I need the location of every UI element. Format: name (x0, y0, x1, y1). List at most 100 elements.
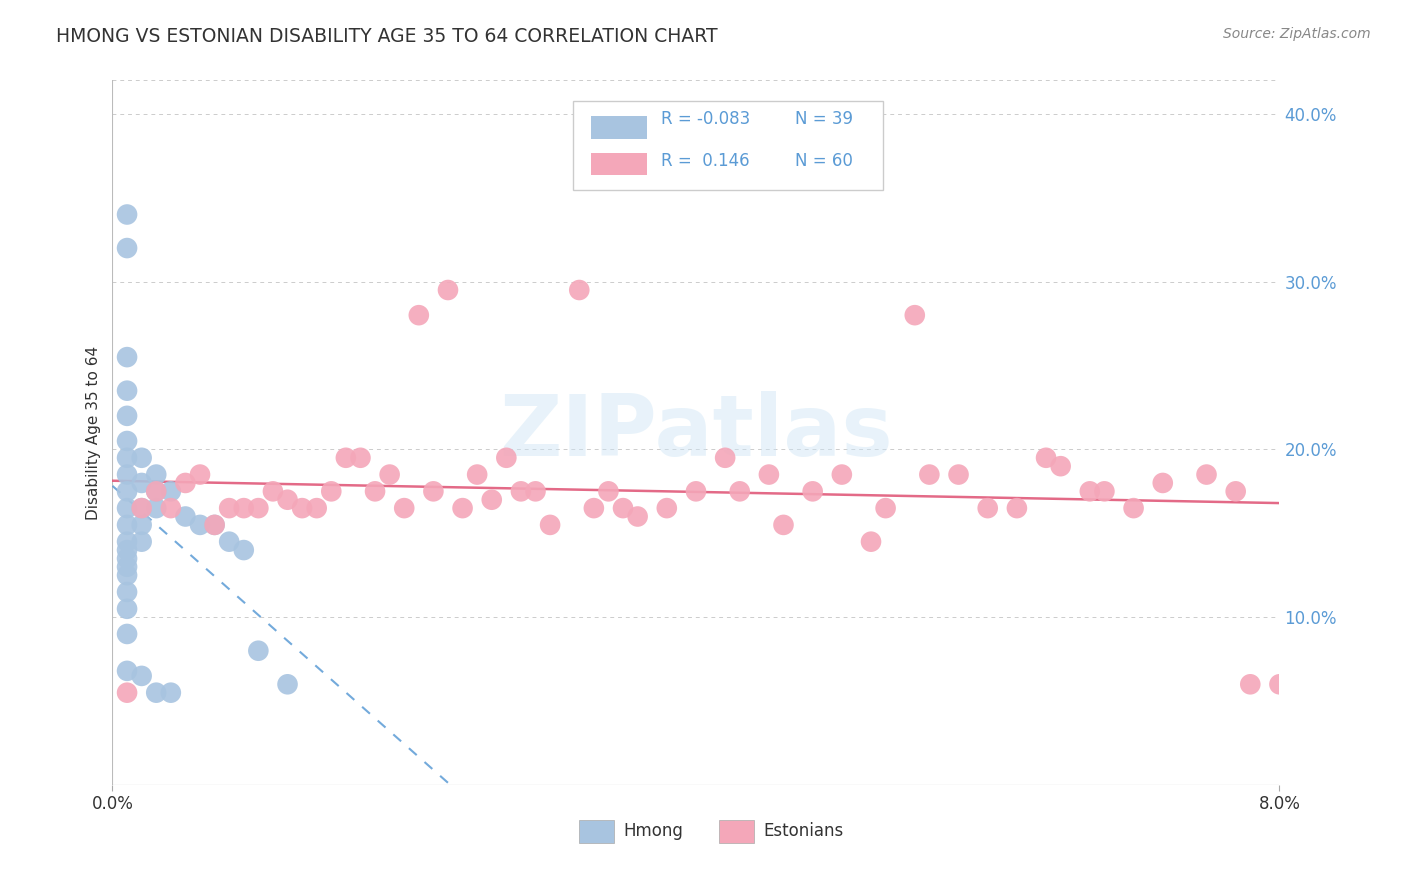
Point (160, 501, 183, 516)
Point (1152, 475, 1174, 490)
Point (174, 475, 197, 490)
FancyBboxPatch shape (574, 102, 883, 189)
Point (232, 543, 254, 558)
Point (335, 450, 357, 465)
Point (831, 467, 853, 482)
Point (204, 517, 226, 532)
Point (115, 585, 138, 599)
Point (612, 501, 634, 516)
Point (321, 484, 343, 499)
Point (115, 450, 138, 465)
Point (772, 517, 794, 532)
Point (349, 450, 371, 465)
Point (408, 308, 430, 322)
Point (495, 450, 517, 465)
Point (115, 517, 138, 532)
Point (714, 450, 737, 465)
Point (188, 467, 211, 482)
Point (918, 467, 941, 482)
Point (115, 207, 138, 221)
Point (145, 484, 167, 499)
Point (247, 644, 270, 658)
Point (115, 484, 138, 499)
Point (1239, 677, 1261, 691)
Point (115, 543, 138, 558)
Point (115, 602, 138, 616)
Point (232, 501, 254, 516)
Point (1094, 484, 1116, 499)
Point (115, 409, 138, 423)
Point (451, 501, 474, 516)
Point (131, 517, 153, 532)
Point (378, 467, 401, 482)
Point (115, 686, 138, 700)
Point (394, 501, 416, 516)
Text: ZIPatlas: ZIPatlas (499, 391, 893, 475)
Text: Source: ZipAtlas.com: Source: ZipAtlas.com (1223, 27, 1371, 41)
Point (115, 534, 138, 549)
Point (364, 484, 387, 499)
Point (801, 484, 824, 499)
Point (131, 501, 153, 516)
Point (538, 517, 561, 532)
Point (115, 664, 138, 678)
Bar (579, 821, 614, 843)
Point (145, 501, 167, 516)
Point (758, 467, 780, 482)
Point (115, 350, 138, 364)
Point (131, 501, 153, 516)
Point (115, 627, 138, 641)
Point (685, 484, 707, 499)
Point (174, 509, 197, 524)
Point (115, 384, 138, 398)
Point (598, 484, 620, 499)
Point (1122, 501, 1144, 516)
Point (131, 475, 153, 490)
Point (247, 501, 270, 516)
Point (422, 484, 444, 499)
Point (509, 484, 531, 499)
Point (655, 501, 678, 516)
Point (1035, 450, 1057, 465)
Point (276, 492, 298, 507)
Point (218, 501, 240, 516)
Point (481, 492, 503, 507)
Y-axis label: Disability Age 35 to 64: Disability Age 35 to 64 (86, 345, 101, 520)
Point (115, 551, 138, 566)
Point (524, 484, 547, 499)
Point (115, 501, 138, 516)
Point (1078, 484, 1101, 499)
Point (1195, 467, 1218, 482)
Point (115, 568, 138, 582)
Text: HMONG VS ESTONIAN DISABILITY AGE 35 TO 64 CORRELATION CHART: HMONG VS ESTONIAN DISABILITY AGE 35 TO 6… (56, 27, 718, 45)
Point (305, 501, 328, 516)
Text: Estonians: Estonians (763, 822, 844, 839)
Point (160, 686, 183, 700)
Point (115, 434, 138, 448)
Point (160, 484, 183, 499)
Point (627, 509, 650, 524)
Point (948, 467, 970, 482)
Point (262, 484, 284, 499)
Point (859, 534, 883, 549)
Point (276, 677, 298, 691)
Point (131, 534, 153, 549)
Point (976, 501, 998, 516)
Point (568, 283, 591, 297)
Point (115, 241, 138, 255)
Text: N = 39: N = 39 (796, 110, 853, 128)
Point (1049, 459, 1071, 474)
Point (1225, 484, 1247, 499)
Text: Hmong: Hmong (624, 822, 683, 839)
Text: N = 60: N = 60 (796, 153, 853, 170)
Bar (720, 821, 755, 843)
Point (904, 308, 927, 322)
Point (437, 283, 460, 297)
Point (115, 467, 138, 482)
Point (218, 534, 240, 549)
Point (131, 669, 153, 683)
Text: R = -0.083: R = -0.083 (661, 110, 751, 128)
Point (1268, 677, 1291, 691)
Point (145, 467, 167, 482)
Point (131, 450, 153, 465)
